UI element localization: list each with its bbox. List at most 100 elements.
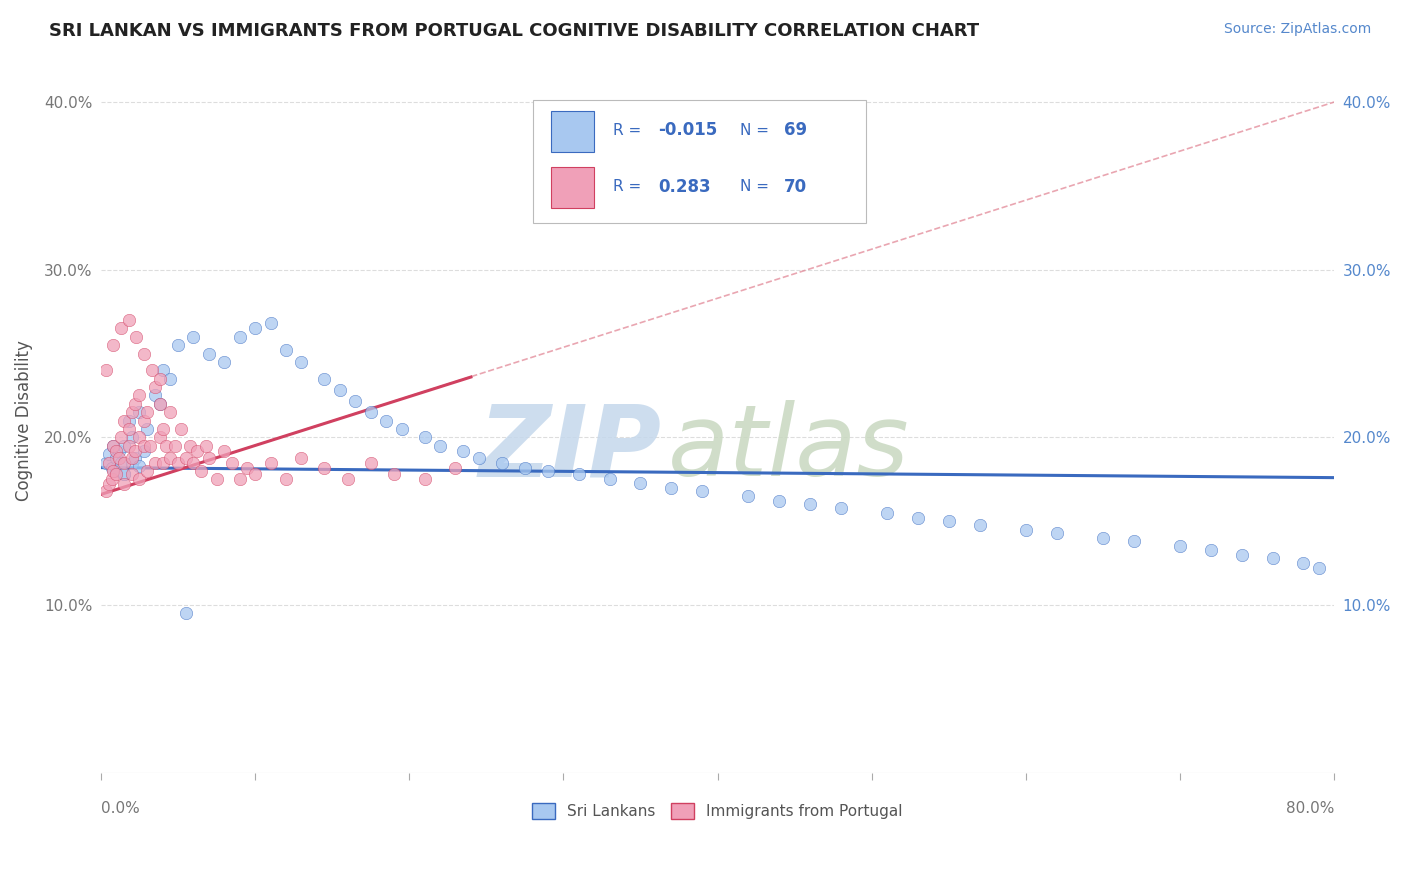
Point [659, 481, 682, 495]
Point [413, 472, 436, 486]
Point [413, 430, 436, 444]
Point [179, 439, 201, 453]
Point [167, 456, 190, 470]
Text: N =: N = [740, 123, 773, 138]
Point [118, 439, 141, 453]
Point [228, 330, 250, 344]
Point [290, 450, 312, 465]
Point [444, 460, 467, 475]
Point [236, 460, 259, 475]
Point [128, 405, 150, 419]
Point [103, 464, 125, 478]
Text: 0.283: 0.283 [658, 178, 711, 196]
Point [148, 372, 170, 386]
Point [100, 472, 122, 486]
Point [194, 439, 217, 453]
Point [103, 338, 125, 352]
Point [97, 456, 120, 470]
Point [690, 484, 713, 499]
Point [186, 443, 208, 458]
Point [360, 456, 382, 470]
Point [259, 317, 281, 331]
Point [630, 475, 652, 490]
Point [110, 430, 132, 444]
Y-axis label: Cognitive Disability: Cognitive Disability [15, 340, 32, 501]
Point [108, 443, 131, 458]
Point [112, 467, 135, 482]
Point [907, 511, 929, 525]
Point [969, 517, 991, 532]
Point [136, 464, 159, 478]
Point [124, 443, 146, 458]
Point [112, 467, 135, 482]
Point [174, 450, 197, 465]
Point [128, 430, 150, 444]
Point [148, 397, 170, 411]
Point [103, 439, 125, 453]
Point [97, 447, 120, 461]
Point [491, 456, 513, 470]
Point [110, 456, 132, 470]
Point [214, 443, 236, 458]
Point [152, 422, 174, 436]
Point [243, 321, 266, 335]
Point [141, 363, 163, 377]
Point [132, 439, 155, 453]
Point [174, 607, 197, 621]
Text: 80.0%: 80.0% [1286, 801, 1334, 816]
Text: atlas: atlas [668, 401, 910, 498]
Point [105, 464, 128, 478]
Point [314, 460, 336, 475]
Point [799, 498, 821, 512]
Point [121, 450, 143, 465]
Point [121, 405, 143, 419]
Point [274, 472, 297, 486]
Point [148, 397, 170, 411]
Point [360, 405, 382, 419]
Text: N =: N = [740, 179, 773, 194]
Point [125, 330, 148, 344]
Point [214, 355, 236, 369]
Point [205, 472, 228, 486]
Text: Source: ZipAtlas.com: Source: ZipAtlas.com [1223, 22, 1371, 37]
Point [121, 467, 143, 482]
Point [344, 393, 367, 408]
Point [128, 388, 150, 402]
Point [118, 422, 141, 436]
Point [97, 477, 120, 491]
Point [1122, 534, 1144, 549]
Point [136, 405, 159, 419]
FancyBboxPatch shape [533, 100, 866, 224]
Text: 0.0%: 0.0% [101, 801, 139, 816]
Text: R =: R = [613, 123, 645, 138]
Point [159, 372, 181, 386]
Point [1091, 531, 1114, 545]
Point [568, 467, 591, 482]
Point [112, 456, 135, 470]
Point [105, 443, 128, 458]
Point [243, 467, 266, 482]
Text: 70: 70 [785, 178, 807, 196]
Point [143, 380, 166, 394]
Point [108, 450, 131, 465]
Point [429, 439, 451, 453]
Text: R =: R = [613, 179, 651, 194]
Point [94, 456, 117, 470]
Point [128, 458, 150, 473]
Point [132, 443, 155, 458]
Text: SRI LANKAN VS IMMIGRANTS FROM PORTUGAL COGNITIVE DISABILITY CORRELATION CHART: SRI LANKAN VS IMMIGRANTS FROM PORTUGAL C… [49, 22, 980, 40]
Point [136, 422, 159, 436]
Point [1168, 540, 1191, 554]
Point [190, 464, 212, 478]
Point [451, 443, 474, 458]
Point [112, 477, 135, 491]
Point [94, 363, 117, 377]
Point [1292, 556, 1315, 570]
Point [221, 456, 243, 470]
Text: ZIP: ZIP [479, 401, 662, 498]
Point [139, 439, 162, 453]
Point [198, 346, 221, 360]
Point [314, 372, 336, 386]
Legend: Sri Lankans, Immigrants from Portugal: Sri Lankans, Immigrants from Portugal [526, 797, 908, 825]
Point [124, 450, 146, 465]
